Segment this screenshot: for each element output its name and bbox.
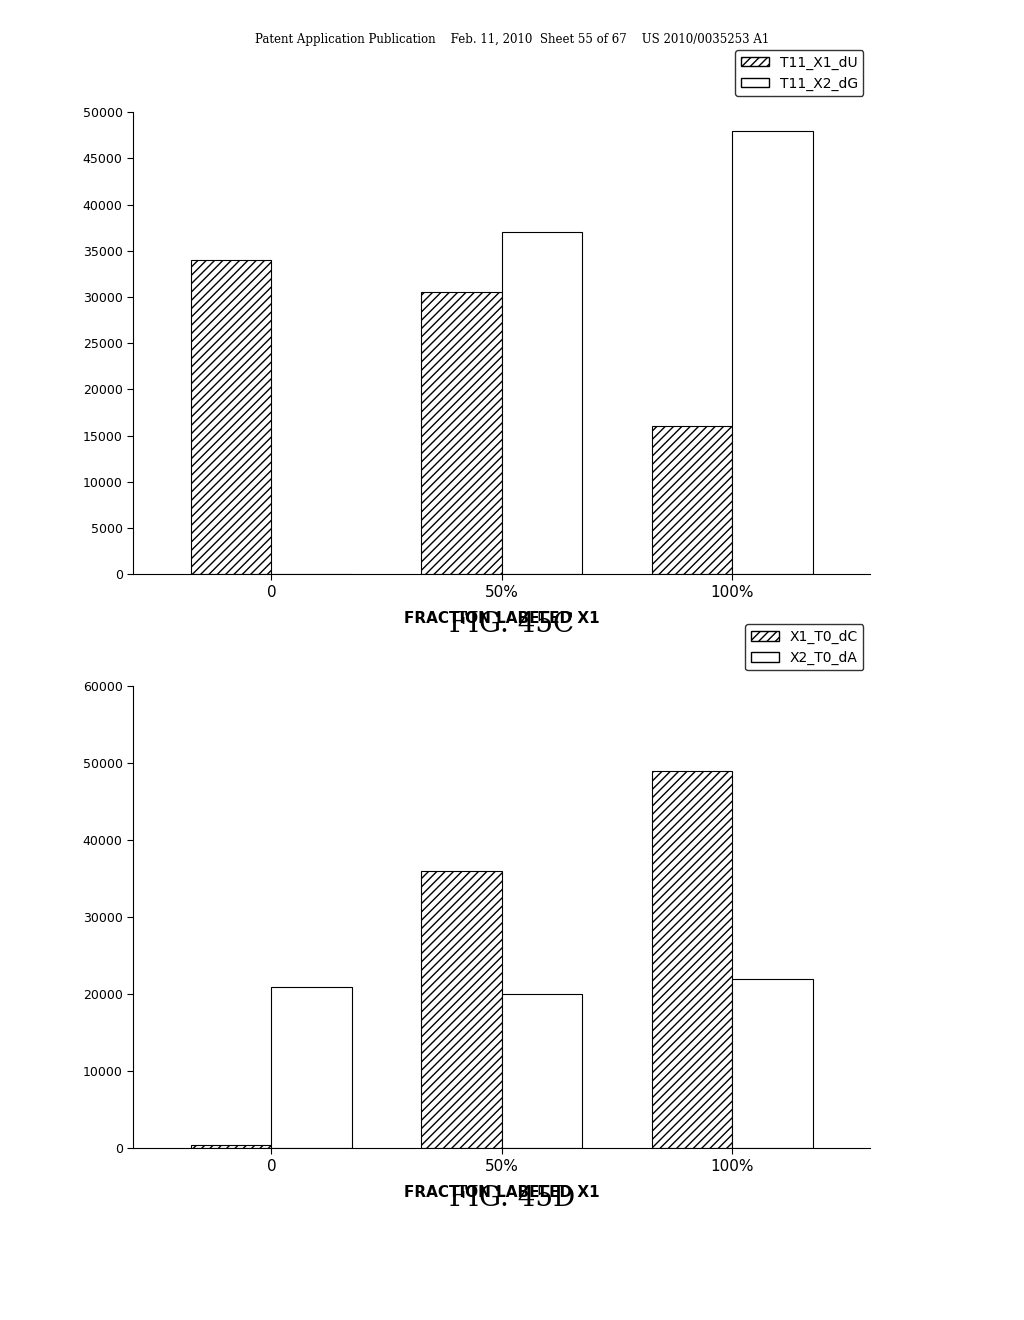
Bar [651, 771, 732, 1148]
Bar [271, 987, 352, 1148]
X-axis label: FRACTION LABELED X1: FRACTION LABELED X1 [403, 1185, 600, 1200]
Bar [502, 994, 583, 1148]
Bar [421, 293, 502, 574]
Bar [732, 979, 813, 1148]
Text: Patent Application Publication    Feb. 11, 2010  Sheet 55 of 67    US 2010/00352: Patent Application Publication Feb. 11, … [255, 33, 769, 46]
Bar [732, 131, 813, 574]
Legend: X1_T0_dC, X2_T0_dA: X1_T0_dC, X2_T0_dA [745, 624, 863, 671]
Text: FIG. 45D: FIG. 45D [449, 1185, 575, 1212]
Legend: T11_X1_dU, T11_X2_dG: T11_X1_dU, T11_X2_dG [735, 50, 863, 96]
Bar [190, 260, 271, 574]
Bar [651, 426, 732, 574]
Text: FIG. 45C: FIG. 45C [450, 611, 574, 638]
Bar [421, 871, 502, 1148]
Bar [502, 232, 583, 574]
Bar [190, 1144, 271, 1148]
X-axis label: FRACTION LABELED X1: FRACTION LABELED X1 [403, 611, 600, 626]
